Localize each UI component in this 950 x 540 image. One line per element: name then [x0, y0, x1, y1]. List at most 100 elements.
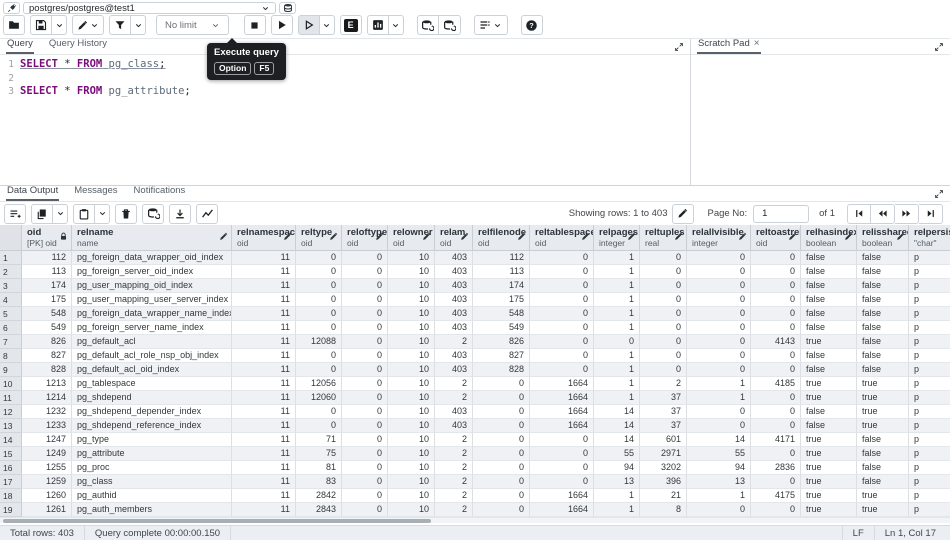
grid-cell[interactable]: 0	[296, 363, 342, 377]
grid-cell[interactable]: 113	[473, 265, 530, 279]
grid-cell[interactable]: 11	[232, 475, 296, 489]
grid-cell[interactable]: true	[801, 433, 857, 447]
grid-cell[interactable]: 0	[530, 251, 594, 265]
grid-cell[interactable]: 14	[687, 433, 751, 447]
grid-cell[interactable]: 0	[687, 503, 751, 517]
grid-cell[interactable]: false	[857, 307, 909, 321]
grid-cell[interactable]: 1	[594, 307, 640, 321]
download-button[interactable]	[169, 203, 191, 224]
grid-cell[interactable]: 0	[640, 293, 687, 307]
grid-cell[interactable]: false	[801, 321, 857, 335]
grid-cell[interactable]: 75	[296, 447, 342, 461]
grid-cell[interactable]: 2971	[640, 447, 687, 461]
prev-page-button[interactable]	[871, 203, 895, 224]
grid-cell[interactable]: 11	[232, 265, 296, 279]
grid-cell[interactable]: 4143	[751, 335, 801, 349]
grid-cell[interactable]: 112	[473, 251, 530, 265]
row-number[interactable]: 13	[0, 419, 22, 433]
explain-menu-button[interactable]	[388, 15, 404, 35]
grid-cell[interactable]: p	[909, 363, 950, 377]
expand-scratch-pad-button[interactable]	[934, 42, 944, 52]
row-number[interactable]: 1	[0, 251, 22, 265]
grid-cell[interactable]: 55	[594, 447, 640, 461]
grid-cell[interactable]: false	[857, 279, 909, 293]
grid-cell[interactable]: 1259	[22, 475, 72, 489]
grid-cell[interactable]: p	[909, 279, 950, 293]
grid-cell[interactable]: 1	[594, 293, 640, 307]
grid-cell[interactable]: 0	[296, 251, 342, 265]
grid-cell[interactable]: false	[857, 321, 909, 335]
grid-cell[interactable]: 0	[594, 335, 640, 349]
grid-cell[interactable]: 0	[640, 279, 687, 293]
grid-cell[interactable]: p	[909, 391, 950, 405]
grid-cell[interactable]: 0	[473, 447, 530, 461]
grid-cell[interactable]: false	[857, 265, 909, 279]
grid-cell[interactable]: 37	[640, 391, 687, 405]
grid-cell[interactable]: 0	[342, 391, 388, 405]
grid-cell[interactable]: 37	[640, 405, 687, 419]
grid-cell[interactable]: 548	[22, 307, 72, 321]
grid-cell[interactable]: 2	[435, 475, 473, 489]
grid-cell[interactable]: 1664	[530, 377, 594, 391]
add-row-button[interactable]	[4, 203, 26, 224]
rollback-button[interactable]	[438, 15, 461, 35]
grid-cell[interactable]: 3202	[640, 461, 687, 475]
edit-range-button[interactable]	[671, 203, 694, 224]
grid-cell[interactable]: false	[801, 251, 857, 265]
help-button[interactable]	[520, 15, 543, 35]
grid-cell[interactable]: 175	[22, 293, 72, 307]
grid-cell[interactable]: 0	[342, 363, 388, 377]
grid-cell[interactable]: 10	[388, 391, 435, 405]
column-header-relname[interactable]: relname name	[72, 225, 232, 250]
grid-cell[interactable]: 0	[342, 433, 388, 447]
row-number[interactable]: 17	[0, 475, 22, 489]
grid-cell[interactable]: 1664	[530, 503, 594, 517]
explain-button[interactable]: E	[339, 15, 362, 35]
grid-cell[interactable]: p	[909, 265, 950, 279]
row-number[interactable]: 7	[0, 335, 22, 349]
grid-cell[interactable]: 403	[435, 265, 473, 279]
column-header-relisshared[interactable]: relisshared boolean	[857, 225, 909, 250]
grid-cell[interactable]: 0	[296, 321, 342, 335]
grid-cell[interactable]: 0	[342, 489, 388, 503]
grid-cell[interactable]: 0	[473, 419, 530, 433]
grid-cell[interactable]: 0	[473, 503, 530, 517]
grid-cell[interactable]: 0	[640, 251, 687, 265]
grid-cell[interactable]: 8	[640, 503, 687, 517]
grid-cell[interactable]: 2	[435, 461, 473, 475]
copy-button[interactable]	[31, 203, 53, 224]
grid-cell[interactable]: p	[909, 307, 950, 321]
grid-cell[interactable]: 0	[751, 363, 801, 377]
grid-cell[interactable]: 826	[22, 335, 72, 349]
grid-cell[interactable]: 0	[530, 447, 594, 461]
grid-cell[interactable]: 10	[388, 363, 435, 377]
grid-cell[interactable]: pg_auth_members	[72, 503, 232, 517]
grid-cell[interactable]: pg_authid	[72, 489, 232, 503]
grid-cell[interactable]: 11	[232, 321, 296, 335]
connection-selector[interactable]: postgres/postgres@test1	[23, 2, 276, 14]
grid-cell[interactable]: true	[801, 475, 857, 489]
close-icon[interactable]: ×	[753, 38, 760, 49]
grid-cell[interactable]: 13	[594, 475, 640, 489]
grid-cell[interactable]: 1232	[22, 405, 72, 419]
grid-cell[interactable]: true	[801, 335, 857, 349]
grid-cell[interactable]: 1	[594, 349, 640, 363]
grid-cell[interactable]: 1	[687, 377, 751, 391]
grid-cell[interactable]: 10	[388, 461, 435, 475]
grid-cell[interactable]: 4185	[751, 377, 801, 391]
expand-query-panel-button[interactable]	[674, 42, 684, 52]
grid-cell[interactable]: 2	[435, 335, 473, 349]
tab-scratch-pad[interactable]: Scratch Pad ×	[697, 36, 761, 54]
page-no-input[interactable]	[753, 204, 810, 223]
grid-cell[interactable]: 0	[342, 419, 388, 433]
grid-cell[interactable]: 0	[342, 405, 388, 419]
grid-cell[interactable]: 0	[530, 279, 594, 293]
grid-cell[interactable]: 1233	[22, 419, 72, 433]
grid-cell[interactable]: 1	[594, 251, 640, 265]
grid-cell[interactable]: pg_default_acl_role_nsp_obj_index	[72, 349, 232, 363]
grid-cell[interactable]: 0	[473, 461, 530, 475]
grid-cell[interactable]: pg_default_acl_oid_index	[72, 363, 232, 377]
tab-query-history[interactable]: Query History	[48, 38, 107, 49]
grid-cell[interactable]: p	[909, 377, 950, 391]
grid-cell[interactable]: 0	[530, 475, 594, 489]
